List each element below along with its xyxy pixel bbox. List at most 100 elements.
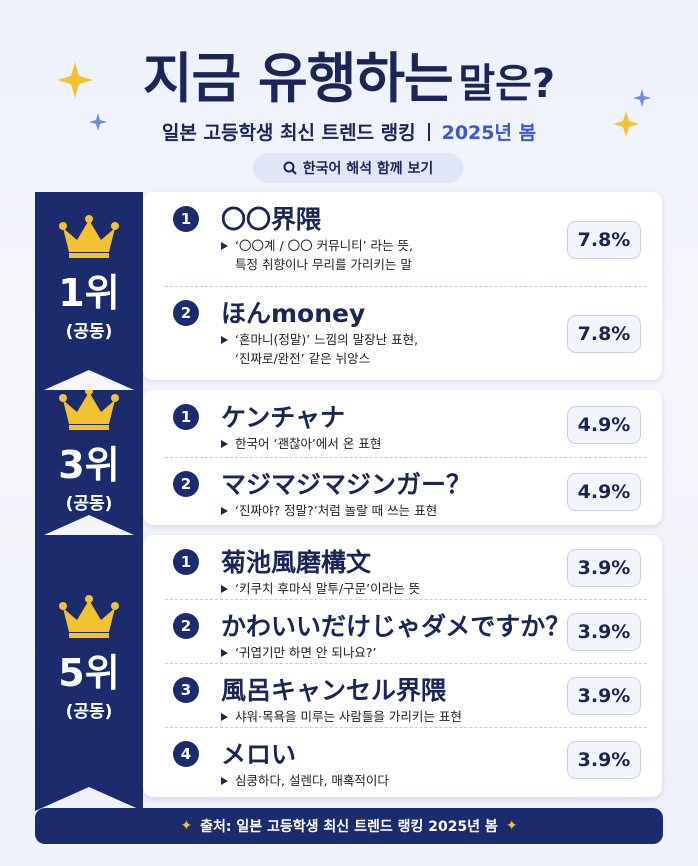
rank-banner: 3위 (공동)	[35, 390, 143, 539]
percent-badge: 4.9%	[567, 472, 641, 511]
item-term: ケンチャナ	[221, 403, 346, 432]
item-term: 菊池風磨構文	[221, 548, 372, 577]
title: 지금 유행하는 말은?	[0, 34, 698, 113]
footer: ✦ 출처: 일본 고등학생 최신 트렌드 랭킹 2025년 봄 ✦	[35, 808, 663, 844]
item-description: ‘혼마니(정말)’ 느낌의 말장난 표현, ‘진짜로/완전’ 같은 뉘앙스	[221, 330, 418, 368]
item-description: 한국어 ‘괜찮아’에서 온 표현	[221, 434, 381, 453]
item-description: ‘〇〇계 / 〇〇 커뮤니티’ 라는 뜻, 특정 취향이나 무리를 가리키는 말	[221, 236, 413, 274]
description-line: 특정 취향이나 무리를 가리키는 말	[221, 255, 413, 274]
item-number: 3	[173, 677, 199, 703]
description-line: 심쿵하다, 설렌다, 매혹적이다	[221, 771, 389, 790]
item-term: マジマジマジンガー？	[221, 470, 472, 499]
button-label: 한국어 해석 함께 보기	[302, 161, 434, 177]
description-line: 샤워·목욕을 미루는 사람들을 가리키는 표현	[221, 707, 462, 726]
item-number: 1	[173, 206, 199, 232]
item-term: 風呂キャンセル界隈	[221, 676, 447, 705]
description-line: ‘진짜로/완전’ 같은 뉘앙스	[221, 349, 418, 368]
sparkle	[57, 62, 93, 98]
item-number: 4	[173, 741, 199, 767]
crown-icon	[59, 214, 119, 258]
item-number: 2	[173, 613, 199, 639]
item-number: 2	[173, 471, 199, 497]
ranking-card: 1 〇〇界隈 ‘〇〇계 / 〇〇 커뮤니티’ 라는 뜻, 특정 취향이나 무리를 가리…	[143, 192, 662, 380]
bullet-marker	[221, 507, 228, 515]
subtitle-season: 2025년 봄	[441, 122, 537, 144]
bullet-marker	[221, 777, 228, 785]
description-line: ‘키쿠치 후마식 말투/구문’이라는 뜻	[221, 579, 420, 598]
description-text: 샤워·목욕을 미루는 사람들을 가리키는 표현	[235, 709, 462, 724]
row-divider	[165, 727, 647, 728]
description-text: ‘〇〇계 / 〇〇 커뮤니티’ 라는 뜻,	[235, 238, 413, 253]
crown-icon	[59, 594, 119, 638]
description-line: ‘〇〇계 / 〇〇 커뮤니티’ 라는 뜻,	[221, 236, 413, 255]
description-text: 심쿵하다, 설렌다, 매혹적이다	[235, 773, 389, 788]
rank-badge: 3위 (공동)	[35, 386, 143, 514]
description-text: 한국어 ‘괜찮아’에서 온 표현	[235, 436, 382, 451]
description-text: ‘혼마니(정말)’ 느낌의 말장난 표현,	[235, 332, 419, 347]
item-description: 샤워·목욕을 미루는 사람들을 가리키는 표현	[221, 707, 462, 726]
item-number: 1	[173, 404, 199, 430]
description-line: 한국어 ‘괜찮아’에서 온 표현	[221, 434, 381, 453]
item-number: 2	[173, 300, 199, 326]
bullet-marker	[221, 713, 228, 721]
percent-badge: 7.8%	[567, 221, 641, 259]
description-text: 특정 취향이나 무리를 가리키는 말	[235, 257, 412, 272]
description-text: ‘진짜로/완전’ 같은 뉘앙스	[235, 351, 371, 366]
rank-banner: 1위 (공동)	[35, 192, 143, 394]
item-term: かわいいだけじゃダメですか？	[221, 612, 571, 641]
description-text: ‘키쿠치 후마식 말투/구문’이라는 뜻	[235, 581, 421, 596]
rank-banner: 5위 (공동)	[35, 535, 143, 811]
tie-label: (공동)	[65, 702, 113, 722]
star-icon: ✦	[505, 818, 518, 834]
rank-badge: 1위 (공동)	[35, 214, 143, 342]
row-divider	[165, 286, 647, 287]
percent-badge: 3.9%	[567, 677, 641, 715]
bullet-marker	[221, 585, 228, 593]
item-description: ‘진짜야? 정말?’처럼 놀랄 때 쓰는 표현	[221, 501, 437, 520]
sparkle	[89, 113, 107, 131]
rank-label: 1위	[58, 271, 120, 315]
crown-icon	[59, 386, 119, 430]
item-description: ‘키쿠치 후마식 말투/구문’이라는 뜻	[221, 579, 420, 598]
description-line: ‘귀엽기만 하면 안 되나요?’	[221, 643, 377, 662]
item-description: 심쿵하다, 설렌다, 매혹적이다	[221, 771, 389, 790]
percent-badge: 3.9%	[567, 741, 641, 779]
tie-label: (공동)	[65, 322, 113, 342]
search-icon	[283, 161, 297, 175]
item-term: メロい	[221, 740, 297, 769]
percent-badge: 3.9%	[567, 613, 641, 651]
item-number: 1	[173, 549, 199, 575]
sparkle	[633, 89, 651, 107]
description-line: ‘진짜야? 정말?’처럼 놀랄 때 쓰는 표현	[221, 501, 437, 520]
translate-button[interactable]: 한국어 해석 함께 보기	[253, 153, 463, 183]
rank-label: 3위	[58, 442, 120, 487]
title-tail: 말은?	[458, 61, 556, 107]
bullet-marker	[221, 649, 228, 657]
tie-label: (공동)	[65, 493, 113, 514]
title-main: 지금 유행하는	[142, 47, 454, 110]
percent-badge: 7.8%	[567, 315, 641, 353]
separator	[427, 123, 430, 141]
row-divider	[165, 457, 647, 458]
rank-label: 5위	[58, 651, 120, 695]
rank-badge: 5위 (공동)	[35, 594, 143, 722]
subtitle-text: 일본 고등학생 최신 트렌드 랭킹	[161, 122, 416, 144]
item-term: 〇〇界隈	[221, 205, 322, 234]
item-description: ‘귀엽기만 하면 안 되나요?’	[221, 643, 377, 662]
row-divider	[165, 599, 647, 600]
bullet-marker	[221, 242, 228, 250]
description-text: ‘진짜야? 정말?’처럼 놀랄 때 쓰는 표현	[235, 503, 438, 518]
sparkle	[613, 111, 639, 137]
ranking-card: 1 菊池風磨構文 ‘키쿠치 후마식 말투/구문’이라는 뜻 3.9% 2 かわいいだけじゃ…	[143, 535, 662, 797]
ranking-card: 1 ケンチャナ 한국어 ‘괜찮아’에서 온 표현 4.9% 2 マジマジマジンガー？ ‘진짜…	[143, 390, 662, 525]
item-term: ほんmoney	[221, 299, 366, 328]
description-line: ‘혼마니(정말)’ 느낌의 말장난 표현,	[221, 330, 418, 349]
row-divider	[165, 663, 647, 664]
percent-badge: 3.9%	[567, 549, 641, 587]
percent-badge: 4.9%	[567, 405, 641, 444]
subtitle: 일본 고등학생 최신 트렌드 랭킹 2025년 봄	[0, 118, 698, 145]
bullet-marker	[221, 336, 228, 344]
star-icon: ✦	[180, 818, 193, 834]
description-text: ‘귀엽기만 하면 안 되나요?’	[235, 645, 377, 660]
